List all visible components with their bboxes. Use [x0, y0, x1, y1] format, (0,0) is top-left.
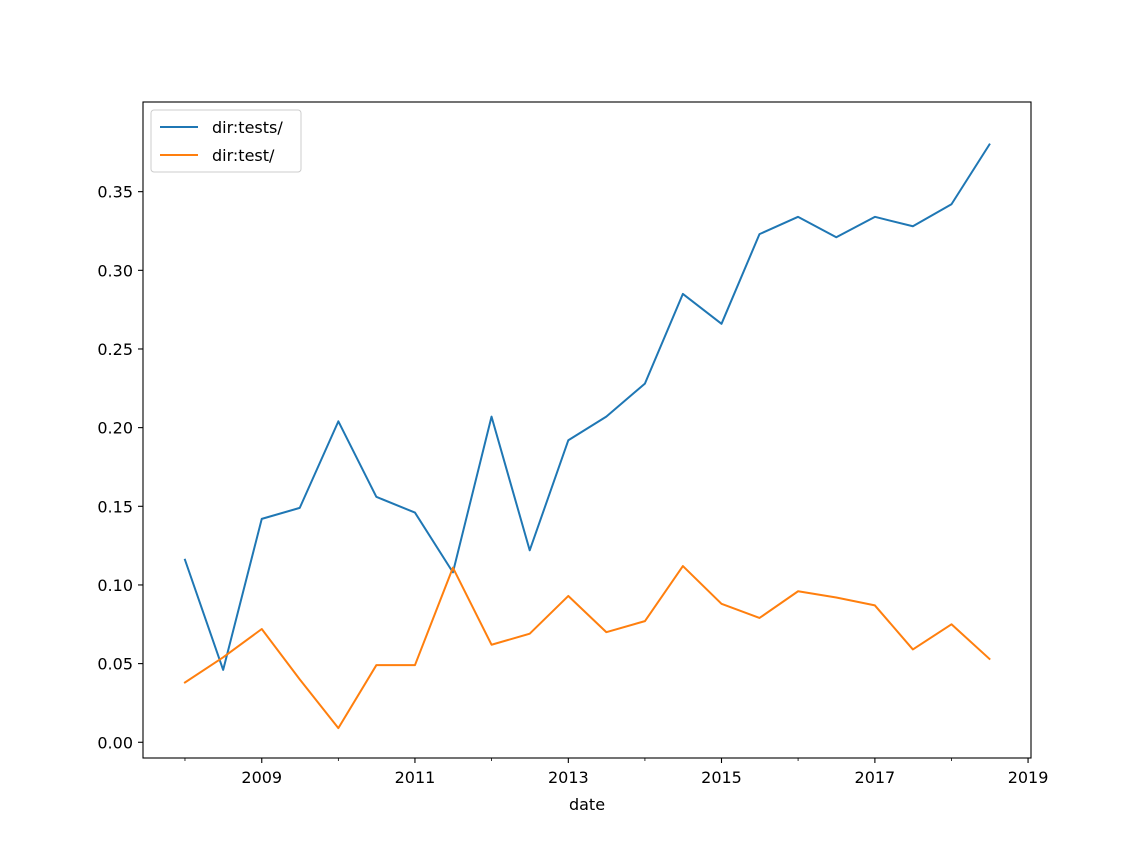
series-line-1	[183, 565, 991, 730]
x-tick-label: 2019	[1008, 768, 1049, 787]
series-line-0	[183, 143, 991, 671]
series-layer	[183, 143, 991, 730]
x-tick-label: 2009	[241, 768, 282, 787]
y-tick-label: 0.00	[97, 733, 133, 752]
legend-label-test: dir:test/	[212, 146, 275, 165]
legend: dir:tests/ dir:test/	[150, 109, 302, 173]
y-tick-label: 0.05	[97, 655, 133, 674]
plot-frame	[142, 101, 1032, 759]
legend-label-tests: dir:tests/	[212, 118, 283, 137]
y-tick-label: 0.10	[97, 576, 133, 595]
y-axis: 0.00 0.05 0.10 0.15 0.20 0.25 0.30 0.35	[97, 183, 143, 752]
y-tick-label: 0.20	[97, 419, 133, 438]
y-tick-label: 0.25	[97, 340, 133, 359]
legend-box	[150, 109, 302, 173]
x-tick-label: 2015	[701, 768, 742, 787]
y-tick-label: 0.35	[97, 183, 133, 202]
x-tick-label: 2013	[548, 768, 589, 787]
x-axis-label: date	[569, 795, 605, 814]
y-tick-label: 0.30	[97, 261, 133, 280]
x-tick-label: 2011	[395, 768, 436, 787]
y-tick-label: 0.15	[97, 497, 133, 516]
x-tick-label: 2017	[855, 768, 896, 787]
x-axis: 2009 2011 2013 2015 2017 2019	[184, 758, 1049, 787]
